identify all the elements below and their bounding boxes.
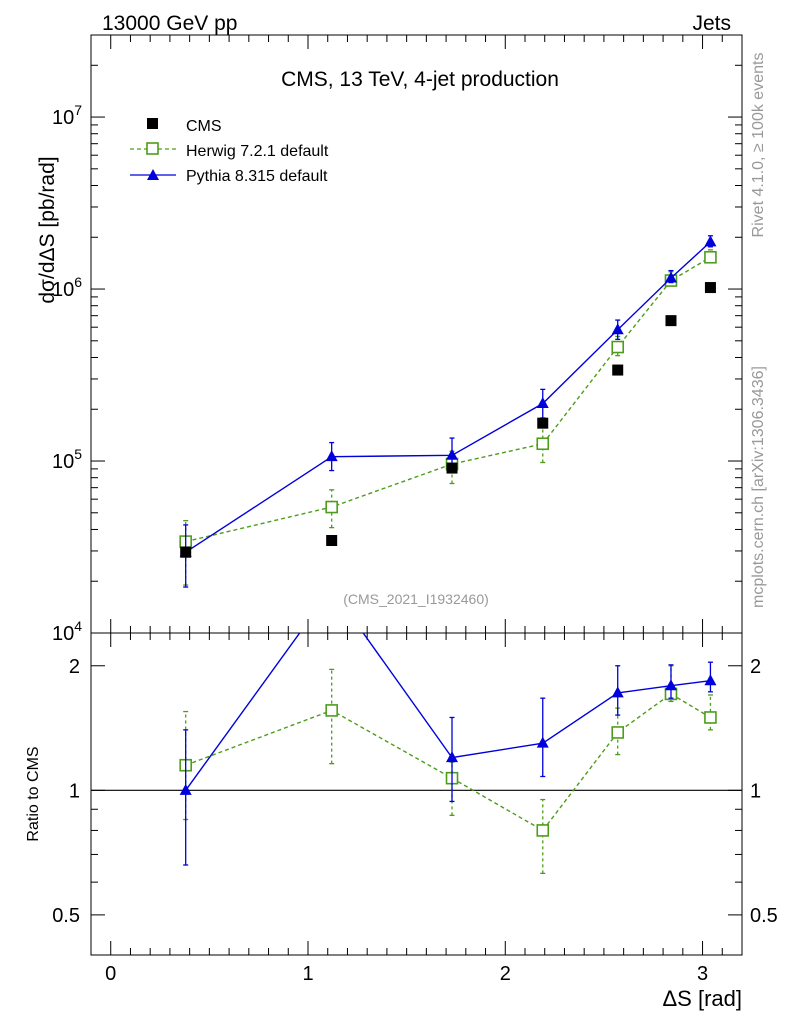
ratio-herwig-point [611,726,625,739]
cms-point [326,535,338,547]
x-axis-title: ΔS [rad] [662,986,742,1011]
rivet-label: Rivet 4.1.0, ≥ 100k events [750,53,767,238]
cms-point [704,282,716,294]
pythia-point [704,235,717,247]
main-y-tick-label: 104 [52,618,82,645]
ratio-y-tick-label: 2 [69,656,80,678]
ratio-y-axis-title: Ratio to CMS [25,746,42,841]
cms-point [665,315,677,327]
ratio-y-tick-label: 0.5 [52,905,80,927]
main-y-tick-label: 106 [52,274,82,301]
ratio-pythia-point [446,751,459,763]
ratio-y-tick-label-right: 0.5 [750,905,778,927]
herwig-point [611,340,625,354]
cms-point [612,364,624,376]
cms-point [180,546,192,558]
cms-point [446,462,458,474]
ratio-herwig-point [325,704,338,717]
main-series-group [179,235,717,588]
ratio-series-group [179,633,717,875]
pythia-point [664,271,677,283]
main-y-axis-title: dσ/dΔS [pb/rad] [36,156,59,303]
pythia-point [611,323,624,335]
x-tick-label: 3 [697,963,708,985]
ratio-axis-ticks: 0.5 0.5 1 1 2 2 0 1 2 3 [52,633,778,985]
legend-marker-cms [147,118,158,129]
pythia-point [536,396,549,408]
ratio-pythia-point [664,679,677,691]
ratio-pythia-point [536,736,549,748]
legend-marker-pythia [147,169,159,180]
energy-label: 13000 GeV pp [102,12,237,35]
legend: CMS Herwig 7.2.1 default Pythia 8.315 de… [130,118,329,185]
pythia-line [185,241,711,553]
x-tick-label: 2 [500,963,511,985]
legend-marker-herwig [146,142,159,155]
herwig-point [704,250,717,264]
legend-label-cms: CMS [186,118,222,135]
ratio-y-tick-label-right: 1 [750,780,761,802]
legend-label-herwig: Herwig 7.2.1 default [186,143,329,160]
plot-title: CMS, 13 TeV, 4-jet production [281,68,559,91]
category-label: Jets [692,12,731,35]
main-y-tick-label: 107 [52,102,82,129]
main-y-tick-label: 105 [52,446,82,473]
ratio-pythia-point [704,674,717,686]
pythia-point [446,448,459,460]
ratio-plot-frame [90,632,743,956]
ratio-y-tick-label-right: 2 [750,656,761,678]
pythia-point [325,450,338,462]
analysis-id: (CMS_2021_I1932460) [343,591,489,607]
ratio-pythia-point [179,783,192,795]
herwig-line [185,256,711,543]
x-tick-label: 0 [105,963,116,985]
ratio-herwig-point [704,711,717,724]
ratio-plot-data [179,633,717,875]
legend-label-pythia: Pythia 8.315 default [186,168,328,185]
herwig-point [536,437,550,451]
ratio-herwig-line [185,693,711,832]
ratio-y-tick-label: 1 [69,780,80,802]
x-tick-label: 1 [302,963,313,985]
main-axis-ticks: 104 105 106 107 [52,34,743,645]
ratio-pythia-point [611,686,624,698]
herwig-point [325,500,338,514]
cms-point [537,417,549,429]
main-plot-data [179,235,717,588]
site-label: mcplots.cern.ch [arXiv:1306.3436] [750,366,767,608]
ratio-herwig-point [536,824,550,837]
